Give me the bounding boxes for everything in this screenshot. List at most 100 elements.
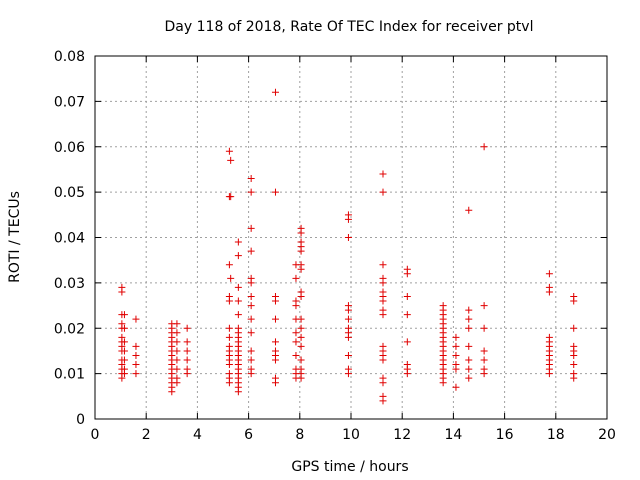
data-point <box>120 347 128 355</box>
x-tick-label: 4 <box>193 427 202 443</box>
data-point <box>570 351 578 359</box>
data-point <box>452 342 460 350</box>
y-tick-label: 0.01 <box>54 367 85 383</box>
data-point <box>344 370 352 378</box>
data-point <box>234 311 242 319</box>
data-point <box>173 356 181 364</box>
data-point <box>271 315 279 323</box>
x-axis-label: GPS time / hours <box>291 459 408 475</box>
data-point <box>247 224 255 232</box>
x-tick-label: 0 <box>91 427 100 443</box>
data-point <box>120 356 128 364</box>
data-point <box>183 356 191 364</box>
data-point <box>403 370 411 378</box>
data-point <box>297 247 305 255</box>
data-point <box>379 356 387 364</box>
y-tick-label: 0.07 <box>54 94 85 110</box>
data-point <box>570 361 578 369</box>
data-point <box>465 324 473 332</box>
data-point <box>225 379 233 387</box>
data-point <box>271 297 279 305</box>
data-point <box>403 338 411 346</box>
x-tick-label: 20 <box>598 427 616 443</box>
data-point <box>118 374 126 382</box>
data-point <box>247 329 255 337</box>
data-point <box>227 193 235 201</box>
data-point <box>225 261 233 269</box>
data-point <box>452 351 460 359</box>
data-point <box>297 292 305 300</box>
data-point <box>379 297 387 305</box>
y-tick-label: 0.02 <box>54 321 85 337</box>
data-point <box>344 215 352 223</box>
data-point <box>545 288 553 296</box>
data-points <box>118 88 578 405</box>
data-point <box>570 324 578 332</box>
data-point <box>439 379 447 387</box>
data-point <box>225 361 233 369</box>
data-point <box>379 188 387 196</box>
y-tick-label: 0.03 <box>54 276 85 292</box>
data-point <box>247 370 255 378</box>
x-tick-label: 14 <box>444 427 462 443</box>
data-point <box>227 274 235 282</box>
data-point <box>132 315 140 323</box>
data-point <box>173 338 181 346</box>
data-point <box>297 374 305 382</box>
x-tick-label: 2 <box>142 427 151 443</box>
data-point <box>132 351 140 359</box>
data-point <box>271 338 279 346</box>
data-point <box>247 347 255 355</box>
data-point <box>344 306 352 314</box>
data-point <box>452 383 460 391</box>
data-point <box>292 329 300 337</box>
data-point <box>379 397 387 405</box>
data-point <box>132 342 140 350</box>
data-point <box>344 315 352 323</box>
y-tick-label: 0 <box>76 412 85 428</box>
data-point <box>403 292 411 300</box>
data-point <box>234 297 242 305</box>
data-point <box>570 297 578 305</box>
x-tick-label: 10 <box>342 427 360 443</box>
data-point <box>247 302 255 310</box>
data-point <box>570 374 578 382</box>
data-point <box>379 311 387 319</box>
data-point <box>247 247 255 255</box>
data-point <box>247 356 255 364</box>
data-point <box>545 270 553 278</box>
data-point <box>379 379 387 387</box>
data-point <box>173 365 181 373</box>
data-point <box>120 338 128 346</box>
x-tick-label: 16 <box>496 427 514 443</box>
data-point <box>297 342 305 350</box>
data-point <box>120 324 128 332</box>
data-point <box>344 351 352 359</box>
data-point <box>247 292 255 300</box>
data-point <box>247 188 255 196</box>
data-point <box>292 274 300 282</box>
data-point <box>132 361 140 369</box>
data-point <box>452 365 460 373</box>
data-point <box>227 156 235 164</box>
y-tick-label: 0.05 <box>54 185 85 201</box>
axis-ticks: 0 2 4 6 8 10 12 14 16 18 20 0 0.01 0.02 0.03 0.04 0.05 0.… <box>54 49 616 443</box>
data-point <box>225 147 233 155</box>
data-point <box>379 279 387 287</box>
data-point <box>183 338 191 346</box>
data-point <box>480 302 488 310</box>
data-point <box>173 329 181 337</box>
data-point <box>465 356 473 364</box>
data-point <box>168 388 176 396</box>
data-point <box>297 229 305 237</box>
data-point <box>545 370 553 378</box>
data-point <box>183 370 191 378</box>
grid <box>95 56 607 419</box>
data-point <box>403 311 411 319</box>
data-point <box>297 324 305 332</box>
x-tick-label: 18 <box>547 427 565 443</box>
data-point <box>465 342 473 350</box>
data-point <box>132 370 140 378</box>
data-point <box>292 338 300 346</box>
data-point <box>292 302 300 310</box>
